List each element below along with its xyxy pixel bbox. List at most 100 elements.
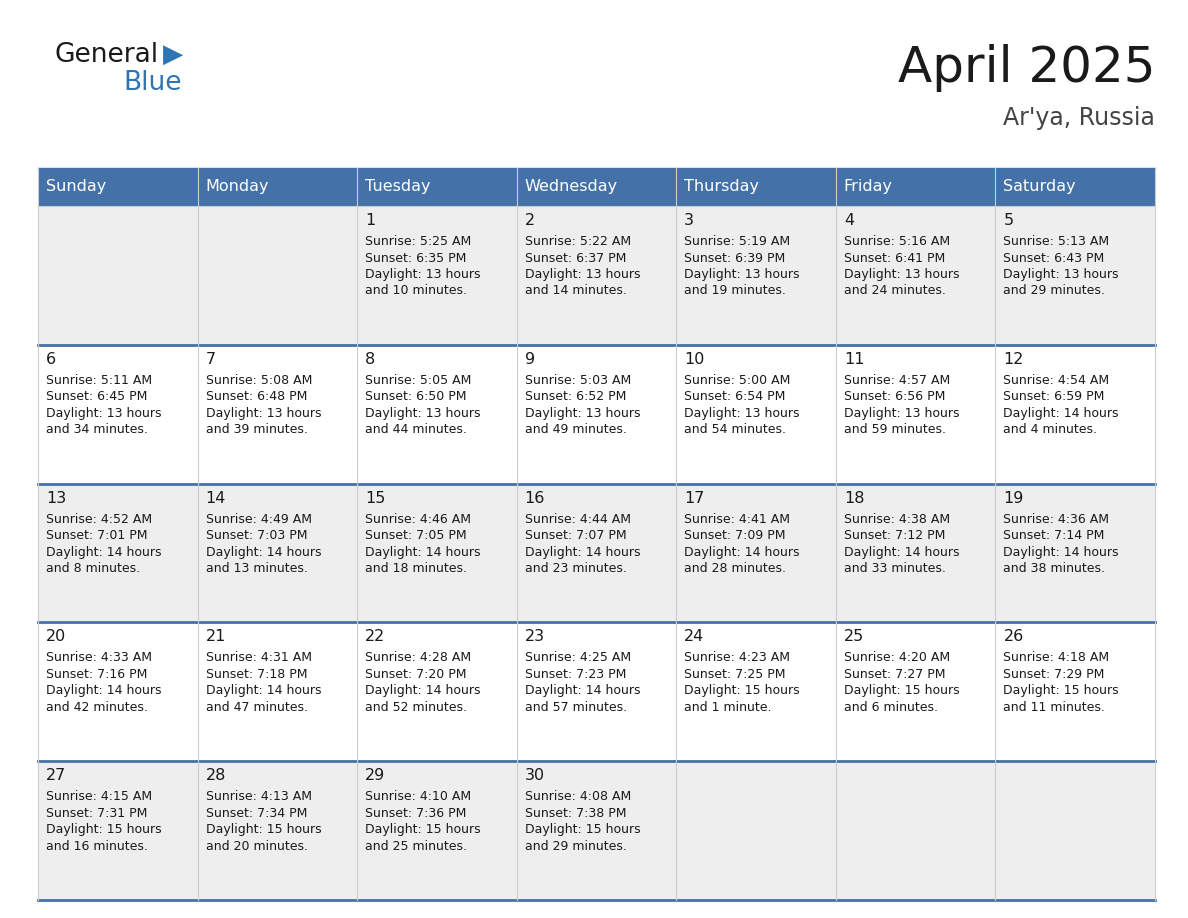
Text: Sunset: 7:25 PM: Sunset: 7:25 PM bbox=[684, 668, 785, 681]
Text: Sunrise: 4:44 AM: Sunrise: 4:44 AM bbox=[525, 512, 631, 526]
Text: Daylight: 14 hours: Daylight: 14 hours bbox=[46, 685, 162, 698]
Text: 12: 12 bbox=[1004, 352, 1024, 367]
Bar bbox=[996, 168, 1155, 206]
Bar bbox=[996, 761, 1155, 900]
Text: Sunset: 7:20 PM: Sunset: 7:20 PM bbox=[365, 668, 467, 681]
Text: Daylight: 15 hours: Daylight: 15 hours bbox=[1004, 685, 1119, 698]
Text: and 4 minutes.: and 4 minutes. bbox=[1004, 423, 1098, 436]
Text: Thursday: Thursday bbox=[684, 180, 759, 195]
Text: Sunrise: 4:18 AM: Sunrise: 4:18 AM bbox=[1004, 652, 1110, 665]
Text: Daylight: 15 hours: Daylight: 15 hours bbox=[684, 685, 800, 698]
Text: and 1 minute.: and 1 minute. bbox=[684, 701, 772, 714]
Text: Daylight: 13 hours: Daylight: 13 hours bbox=[525, 407, 640, 420]
Text: 13: 13 bbox=[46, 490, 67, 506]
Text: Sunrise: 5:11 AM: Sunrise: 5:11 AM bbox=[46, 374, 152, 386]
Bar bbox=[836, 622, 996, 761]
Text: Sunset: 7:07 PM: Sunset: 7:07 PM bbox=[525, 529, 626, 543]
Text: and 59 minutes.: and 59 minutes. bbox=[843, 423, 946, 436]
Text: Sunrise: 5:22 AM: Sunrise: 5:22 AM bbox=[525, 235, 631, 248]
Text: and 11 minutes.: and 11 minutes. bbox=[1004, 701, 1105, 714]
Text: Daylight: 13 hours: Daylight: 13 hours bbox=[843, 407, 960, 420]
Text: Sunset: 6:37 PM: Sunset: 6:37 PM bbox=[525, 252, 626, 264]
Text: 1: 1 bbox=[365, 213, 375, 228]
Text: Sunrise: 4:28 AM: Sunrise: 4:28 AM bbox=[365, 652, 472, 665]
Text: Sunrise: 4:10 AM: Sunrise: 4:10 AM bbox=[365, 790, 472, 803]
Text: and 33 minutes.: and 33 minutes. bbox=[843, 562, 946, 575]
Text: Sunset: 7:23 PM: Sunset: 7:23 PM bbox=[525, 668, 626, 681]
Text: Sunrise: 4:36 AM: Sunrise: 4:36 AM bbox=[1004, 512, 1110, 526]
Text: Saturday: Saturday bbox=[1004, 180, 1076, 195]
Text: Daylight: 14 hours: Daylight: 14 hours bbox=[206, 545, 321, 558]
Text: 26: 26 bbox=[1004, 630, 1024, 644]
Text: 29: 29 bbox=[365, 768, 385, 783]
Text: Daylight: 13 hours: Daylight: 13 hours bbox=[684, 268, 800, 281]
Bar bbox=[358, 345, 517, 484]
Text: Sunrise: 4:49 AM: Sunrise: 4:49 AM bbox=[206, 512, 311, 526]
Bar bbox=[197, 484, 358, 622]
Text: Daylight: 13 hours: Daylight: 13 hours bbox=[1004, 268, 1119, 281]
Text: Sunrise: 4:13 AM: Sunrise: 4:13 AM bbox=[206, 790, 311, 803]
Text: Sunset: 7:09 PM: Sunset: 7:09 PM bbox=[684, 529, 785, 543]
Text: and 34 minutes.: and 34 minutes. bbox=[46, 423, 147, 436]
Text: Daylight: 13 hours: Daylight: 13 hours bbox=[684, 407, 800, 420]
Text: Sunrise: 5:16 AM: Sunrise: 5:16 AM bbox=[843, 235, 950, 248]
Text: Sunset: 7:16 PM: Sunset: 7:16 PM bbox=[46, 668, 147, 681]
Text: Sunset: 7:14 PM: Sunset: 7:14 PM bbox=[1004, 529, 1105, 543]
Text: and 20 minutes.: and 20 minutes. bbox=[206, 840, 308, 853]
Text: April 2025: April 2025 bbox=[897, 44, 1155, 92]
Text: Sunrise: 4:33 AM: Sunrise: 4:33 AM bbox=[46, 652, 152, 665]
Text: and 14 minutes.: and 14 minutes. bbox=[525, 285, 626, 297]
Text: Daylight: 14 hours: Daylight: 14 hours bbox=[1004, 545, 1119, 558]
Text: and 19 minutes.: and 19 minutes. bbox=[684, 285, 786, 297]
Bar bbox=[676, 484, 836, 622]
Text: Sunrise: 5:05 AM: Sunrise: 5:05 AM bbox=[365, 374, 472, 386]
Text: Daylight: 14 hours: Daylight: 14 hours bbox=[365, 685, 481, 698]
Text: Sunrise: 5:08 AM: Sunrise: 5:08 AM bbox=[206, 374, 312, 386]
Bar bbox=[517, 484, 676, 622]
Text: Sunrise: 5:13 AM: Sunrise: 5:13 AM bbox=[1004, 235, 1110, 248]
Text: 25: 25 bbox=[843, 630, 864, 644]
Text: Sunrise: 4:25 AM: Sunrise: 4:25 AM bbox=[525, 652, 631, 665]
Text: Sunset: 6:54 PM: Sunset: 6:54 PM bbox=[684, 390, 785, 403]
Text: Sunrise: 5:03 AM: Sunrise: 5:03 AM bbox=[525, 374, 631, 386]
Text: 20: 20 bbox=[46, 630, 67, 644]
Text: General: General bbox=[55, 42, 159, 68]
Bar bbox=[836, 345, 996, 484]
Text: Sunset: 6:43 PM: Sunset: 6:43 PM bbox=[1004, 252, 1105, 264]
Text: 17: 17 bbox=[684, 490, 704, 506]
Text: Daylight: 14 hours: Daylight: 14 hours bbox=[525, 685, 640, 698]
Text: Daylight: 14 hours: Daylight: 14 hours bbox=[1004, 407, 1119, 420]
Text: and 47 minutes.: and 47 minutes. bbox=[206, 701, 308, 714]
Text: Sunset: 6:45 PM: Sunset: 6:45 PM bbox=[46, 390, 147, 403]
Text: and 54 minutes.: and 54 minutes. bbox=[684, 423, 786, 436]
Bar bbox=[517, 168, 676, 206]
Text: Sunset: 7:31 PM: Sunset: 7:31 PM bbox=[46, 807, 147, 820]
Text: Daylight: 14 hours: Daylight: 14 hours bbox=[843, 545, 960, 558]
Bar bbox=[996, 206, 1155, 345]
Text: 6: 6 bbox=[46, 352, 56, 367]
Bar bbox=[38, 345, 197, 484]
Bar bbox=[358, 761, 517, 900]
Text: Sunset: 6:48 PM: Sunset: 6:48 PM bbox=[206, 390, 307, 403]
Text: and 23 minutes.: and 23 minutes. bbox=[525, 562, 626, 575]
Text: Wednesday: Wednesday bbox=[525, 180, 618, 195]
Text: 3: 3 bbox=[684, 213, 694, 228]
Bar bbox=[676, 761, 836, 900]
Text: Sunset: 6:56 PM: Sunset: 6:56 PM bbox=[843, 390, 946, 403]
Text: 7: 7 bbox=[206, 352, 216, 367]
Text: and 38 minutes.: and 38 minutes. bbox=[1004, 562, 1105, 575]
Text: 19: 19 bbox=[1004, 490, 1024, 506]
Bar bbox=[517, 761, 676, 900]
Text: Sunrise: 5:00 AM: Sunrise: 5:00 AM bbox=[684, 374, 791, 386]
Bar bbox=[358, 622, 517, 761]
Text: Sunrise: 4:57 AM: Sunrise: 4:57 AM bbox=[843, 374, 950, 386]
Text: Sunset: 7:03 PM: Sunset: 7:03 PM bbox=[206, 529, 307, 543]
Text: Sunset: 6:35 PM: Sunset: 6:35 PM bbox=[365, 252, 467, 264]
Text: and 39 minutes.: and 39 minutes. bbox=[206, 423, 308, 436]
Text: Sunset: 7:34 PM: Sunset: 7:34 PM bbox=[206, 807, 307, 820]
Text: Sunrise: 4:23 AM: Sunrise: 4:23 AM bbox=[684, 652, 790, 665]
Text: Daylight: 13 hours: Daylight: 13 hours bbox=[365, 268, 481, 281]
Text: Sunset: 7:36 PM: Sunset: 7:36 PM bbox=[365, 807, 467, 820]
Bar bbox=[517, 622, 676, 761]
Bar bbox=[358, 168, 517, 206]
